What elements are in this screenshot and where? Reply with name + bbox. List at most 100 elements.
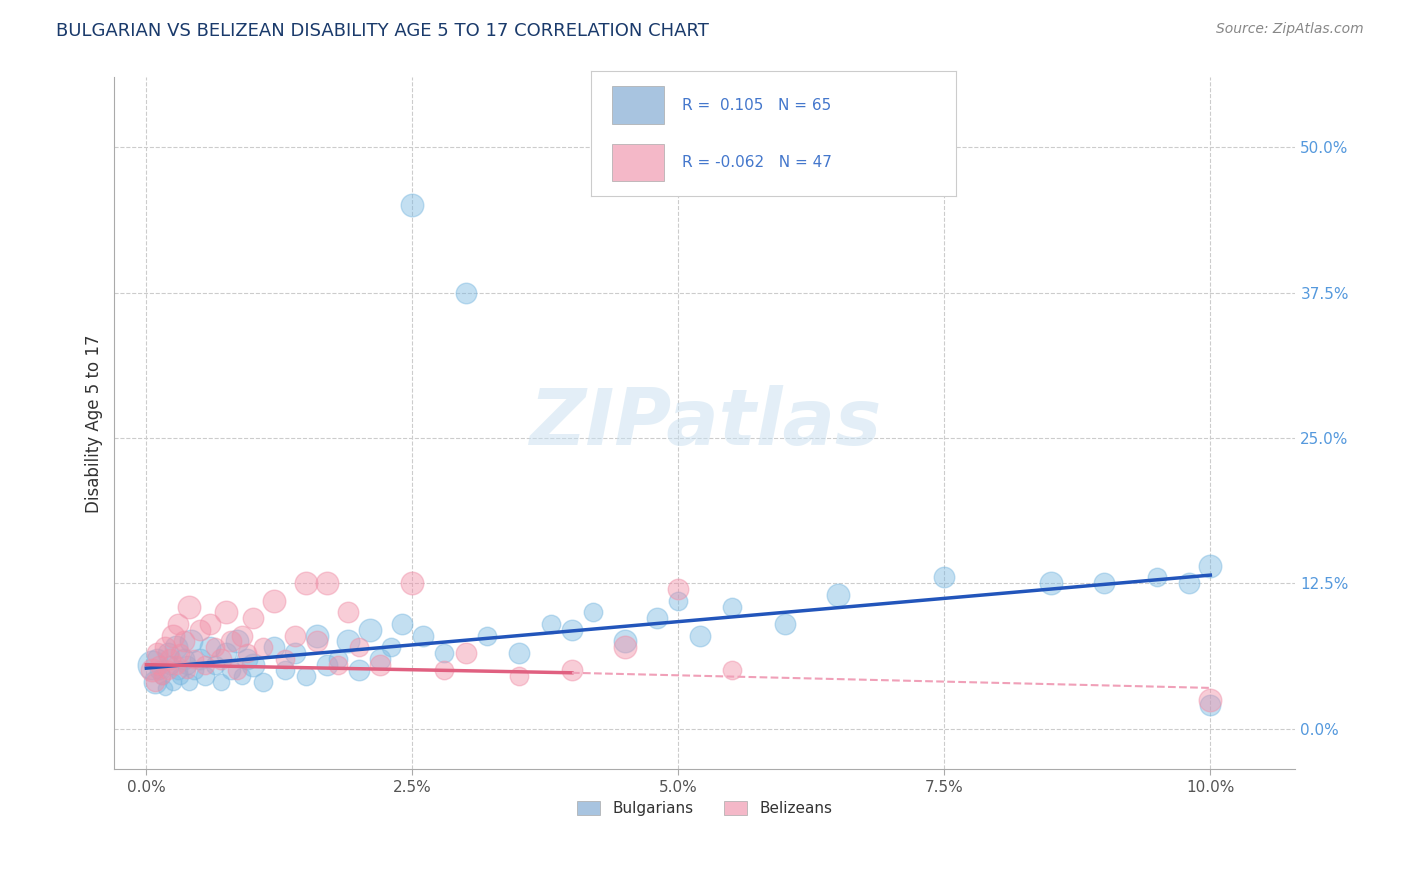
Text: Source: ZipAtlas.com: Source: ZipAtlas.com (1216, 22, 1364, 37)
Point (167, 664, 190, 678)
Point (236, 652, 259, 666)
Point (156, 664, 179, 678)
Y-axis label: Disability Age 5 to 17: Disability Age 5 to 17 (86, 334, 103, 513)
Point (316, 657, 339, 672)
Point (561, 623, 583, 637)
Point (401, 576, 423, 591)
Point (359, 623, 381, 637)
Point (162, 675, 184, 690)
Point (645, 611, 668, 625)
Bar (613, 87, 664, 124)
Point (159, 657, 181, 672)
Point (284, 629, 307, 643)
Point (204, 640, 226, 655)
Point (177, 675, 200, 690)
Point (1146, 570, 1168, 584)
Point (155, 640, 177, 655)
Point (159, 652, 181, 666)
Point (225, 664, 247, 678)
Point (231, 669, 253, 683)
Point (225, 634, 247, 648)
Point (173, 634, 195, 648)
Point (347, 664, 370, 678)
Text: BULGARIAN VS BELIZEAN DISABILITY AGE 5 TO 17 CORRELATION CHART: BULGARIAN VS BELIZEAN DISABILITY AGE 5 T… (56, 22, 709, 40)
Point (582, 605, 605, 619)
Point (1199, 698, 1222, 713)
Point (176, 664, 198, 678)
Point (934, 570, 956, 584)
Point (188, 623, 211, 637)
Point (401, 198, 423, 212)
Point (263, 640, 285, 655)
Point (150, 669, 173, 683)
Point (162, 629, 184, 643)
Point (215, 605, 238, 619)
Point (194, 657, 217, 672)
Point (141, 664, 163, 678)
Point (263, 593, 285, 607)
Point (1199, 558, 1222, 573)
Point (183, 652, 205, 666)
Point (614, 640, 637, 655)
Point (370, 657, 392, 672)
Point (316, 576, 339, 591)
Point (194, 669, 217, 683)
Point (165, 640, 187, 655)
Point (231, 629, 253, 643)
Point (295, 576, 318, 591)
Point (284, 646, 307, 660)
Point (198, 640, 221, 655)
Point (150, 669, 173, 683)
Point (475, 629, 498, 643)
Point (165, 657, 187, 672)
Point (561, 664, 583, 678)
Point (209, 652, 232, 666)
Point (242, 657, 264, 672)
Point (508, 669, 530, 683)
Point (148, 657, 170, 672)
Point (391, 616, 413, 631)
Point (433, 646, 456, 660)
Point (188, 652, 211, 666)
Point (146, 652, 169, 666)
Point (412, 629, 434, 643)
Point (236, 646, 259, 660)
Point (614, 634, 637, 648)
Point (337, 605, 360, 619)
Point (454, 646, 477, 660)
Point (167, 616, 190, 631)
Point (209, 675, 232, 690)
Point (295, 669, 318, 683)
Point (242, 611, 264, 625)
Point (773, 616, 796, 631)
Text: R = -0.062   N = 47: R = -0.062 N = 47 (682, 155, 832, 170)
Bar (613, 144, 664, 181)
Point (204, 657, 226, 672)
Point (169, 646, 191, 660)
Point (273, 652, 295, 666)
Point (156, 646, 179, 660)
Point (183, 664, 205, 678)
Point (540, 616, 562, 631)
Text: R =  0.105   N = 65: R = 0.105 N = 65 (682, 97, 831, 112)
Point (143, 675, 166, 690)
Point (146, 646, 169, 660)
Point (454, 285, 477, 300)
Point (143, 675, 166, 690)
Point (508, 646, 530, 660)
Point (1039, 576, 1062, 591)
Point (326, 657, 349, 672)
Point (666, 582, 689, 596)
Point (221, 634, 243, 648)
Point (141, 657, 163, 672)
Text: ZIPatlas: ZIPatlas (529, 385, 882, 461)
Point (433, 664, 456, 678)
Point (1092, 576, 1115, 591)
Point (720, 599, 742, 614)
Point (198, 616, 221, 631)
Point (176, 657, 198, 672)
Point (370, 652, 392, 666)
Point (666, 593, 689, 607)
Point (380, 640, 402, 655)
Point (180, 634, 202, 648)
